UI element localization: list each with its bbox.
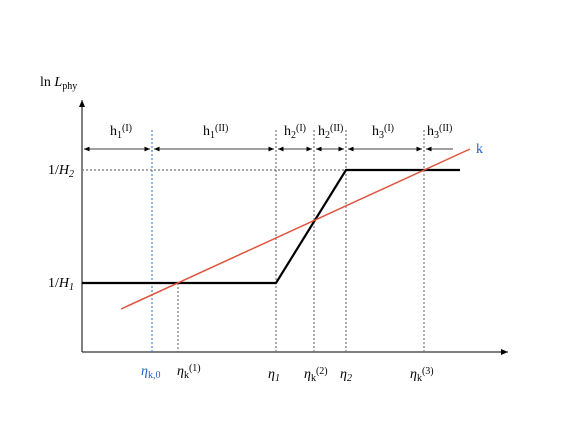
- segment-label: h3(I): [372, 123, 394, 141]
- k-line: [120, 148, 471, 310]
- segment-label: h3(II): [427, 123, 452, 141]
- guides: [82, 130, 425, 352]
- x-label: ηk(3): [410, 366, 434, 384]
- segment-label: h2(I): [284, 123, 306, 141]
- x-label: ηk(1): [177, 363, 201, 381]
- y-label: 1/H2: [48, 163, 74, 180]
- segment-label: h2(II): [318, 123, 343, 141]
- y-axis-label: ln Lphy: [40, 75, 77, 92]
- x-labels: ηk,0 ηk(1) η1 ηk(2) η2 ηk(3): [141, 363, 434, 384]
- segment-label: h1(II): [203, 123, 228, 141]
- segment-labels: h1(I) h1(II) h2(I) h2(II) h3(I) h3(II): [110, 123, 452, 141]
- segment-label: h1(I): [110, 123, 132, 141]
- piecewise-line: [82, 168, 460, 285]
- x-label: η1: [268, 367, 280, 384]
- x-label: ηk(2): [304, 366, 328, 384]
- x-label: ηk,0: [141, 364, 160, 381]
- x-label: η2: [340, 367, 352, 384]
- line-label: k: [476, 142, 483, 157]
- y-label: 1/H1: [48, 276, 74, 293]
